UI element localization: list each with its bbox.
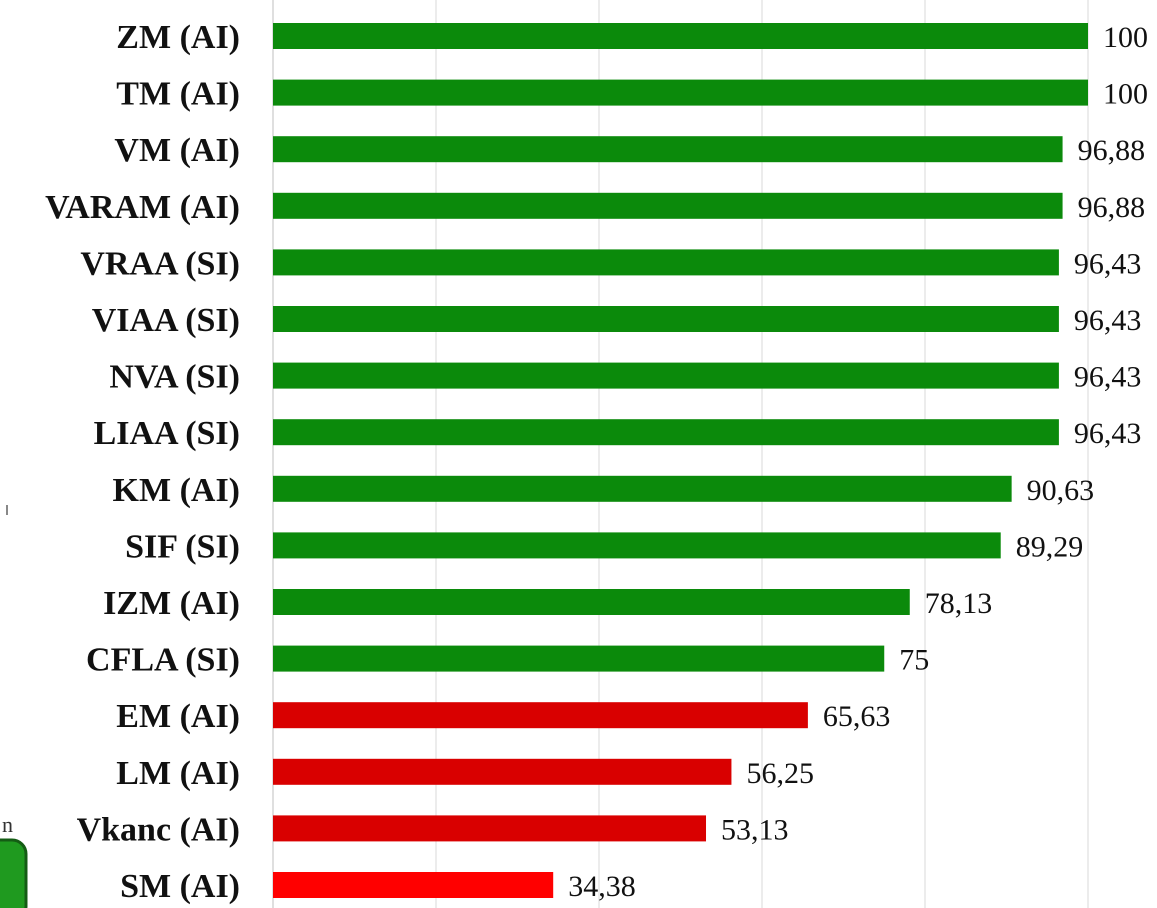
category-label: EM (AI) bbox=[116, 698, 240, 735]
bar bbox=[273, 758, 732, 785]
data-label: 96,43 bbox=[1074, 304, 1142, 337]
bar bbox=[273, 23, 1088, 49]
bar bbox=[273, 815, 707, 842]
bar bbox=[273, 532, 1001, 559]
category-label: VM (AI) bbox=[114, 132, 240, 169]
data-label: 96,43 bbox=[1074, 247, 1142, 280]
bar bbox=[273, 249, 1059, 276]
bar bbox=[273, 362, 1059, 389]
data-label: 96,43 bbox=[1074, 417, 1142, 450]
edge-mark bbox=[6, 505, 8, 515]
bars bbox=[273, 23, 1088, 898]
stray-glyph: n bbox=[2, 812, 13, 837]
bar bbox=[273, 79, 1088, 106]
data-label: 89,29 bbox=[1016, 530, 1084, 563]
bar bbox=[273, 136, 1063, 163]
category-label: NVA (SI) bbox=[109, 359, 240, 396]
data-label: 100 bbox=[1103, 78, 1148, 111]
bar bbox=[273, 306, 1059, 332]
left-edge-fragments: n bbox=[0, 505, 28, 908]
category-label: LIAA (SI) bbox=[94, 415, 240, 452]
category-label: VIAA (SI) bbox=[92, 302, 240, 339]
partial-green-badge bbox=[0, 838, 28, 908]
data-label: 96,43 bbox=[1074, 361, 1142, 394]
data-label: 96,88 bbox=[1078, 134, 1146, 167]
category-label: IZM (AI) bbox=[103, 585, 240, 622]
data-label: 34,38 bbox=[568, 870, 636, 903]
category-label: ZM (AI) bbox=[116, 19, 240, 56]
data-label: 90,63 bbox=[1027, 474, 1095, 507]
category-label: VARAM (AI) bbox=[45, 189, 240, 226]
bar bbox=[273, 645, 885, 672]
data-label: 100 bbox=[1103, 21, 1148, 54]
category-label: Vkanc (AI) bbox=[77, 811, 240, 848]
category-label: KM (AI) bbox=[113, 472, 240, 509]
data-label: 78,13 bbox=[925, 587, 993, 620]
bar bbox=[273, 419, 1059, 446]
category-label: TM (AI) bbox=[116, 76, 240, 113]
data-label: 96,88 bbox=[1078, 191, 1146, 224]
data-label: 56,25 bbox=[746, 757, 814, 790]
data-label: 65,63 bbox=[823, 700, 891, 733]
bar bbox=[273, 589, 910, 615]
bar bbox=[273, 475, 1012, 502]
data-label: 75 bbox=[899, 644, 929, 677]
data-label: 53,13 bbox=[721, 813, 789, 846]
category-label: SIF (SI) bbox=[125, 528, 240, 565]
bar bbox=[273, 192, 1063, 219]
category-label: LM (AI) bbox=[116, 755, 240, 792]
category-label: VRAA (SI) bbox=[80, 245, 240, 282]
bar bbox=[273, 702, 808, 729]
category-labels: ZM (AI) TM (AI) VM (AI) VARAM (AI) VRAA (SI)… bbox=[45, 19, 240, 905]
category-label: CFLA (SI) bbox=[86, 642, 240, 679]
category-label: SM (AI) bbox=[120, 868, 240, 905]
value-labels: 100 100 96,88 96,88 96,43 96,43 96,43 96,43 90,6… bbox=[568, 21, 1148, 903]
bar bbox=[273, 872, 554, 898]
